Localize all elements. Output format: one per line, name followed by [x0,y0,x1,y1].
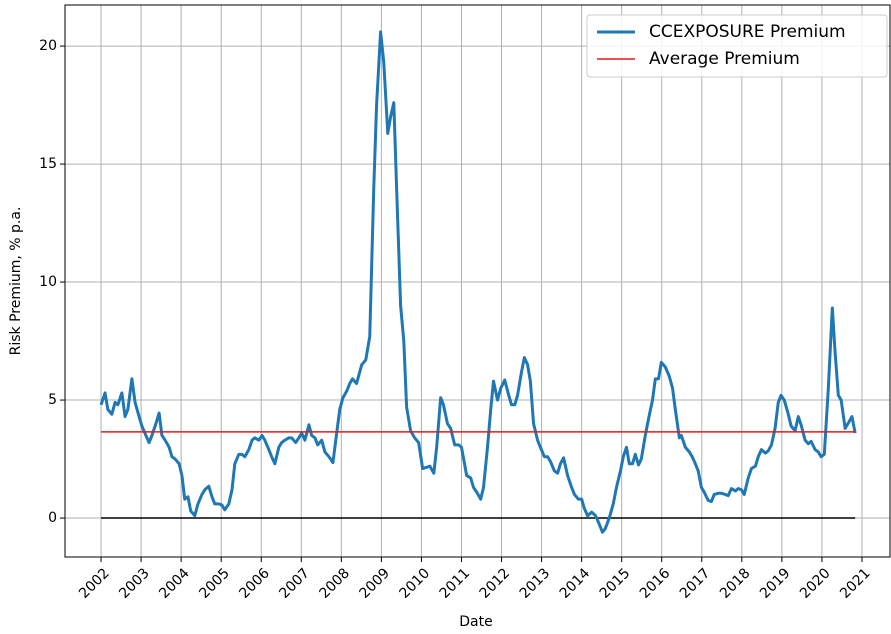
x-tick-label: 2005 [196,565,233,602]
y-tick-label: 0 [48,510,57,526]
legend-label: CCEXPOSURE Premium [649,22,846,42]
x-tick-label: 2008 [316,565,353,602]
y-axis-label: Risk Premium, % p.a. [8,207,24,356]
x-tick-label: 2017 [677,565,714,602]
x-tick-label: 2021 [837,565,874,602]
y-tick-label: 5 [48,392,57,408]
x-tick-label: 2018 [717,565,754,602]
y-tick-label: 20 [39,38,57,54]
x-tick-label: 2016 [637,565,674,602]
x-tick-label: 2014 [557,565,594,602]
x-tick-label: 2010 [397,565,434,602]
y-tick-label: 10 [39,274,57,290]
legend-label: Average Premium [649,49,800,69]
plot-frame [64,4,891,558]
x-tick-label: 2007 [276,565,313,602]
x-tick-label: 2003 [116,565,153,602]
series-line [99,30,857,534]
x-tick-label: 2012 [477,565,514,602]
legend: CCEXPOSURE Premium Average Premium [586,14,888,78]
x-tick-label: 2004 [156,565,193,602]
x-axis-label: Date [459,614,492,630]
y-tick-label: 15 [39,156,57,172]
x-tick-label: 2020 [797,565,834,602]
x-tick-label: 2011 [437,565,474,602]
x-tick-label: 2009 [357,565,394,602]
x-tick-label: 2006 [236,565,273,602]
x-tick-label: 2015 [597,565,634,602]
legend-box [586,14,888,78]
x-tick-label: 2013 [517,565,554,602]
x-tick-label: 2002 [76,565,113,602]
x-tick-label: 2019 [757,565,794,602]
